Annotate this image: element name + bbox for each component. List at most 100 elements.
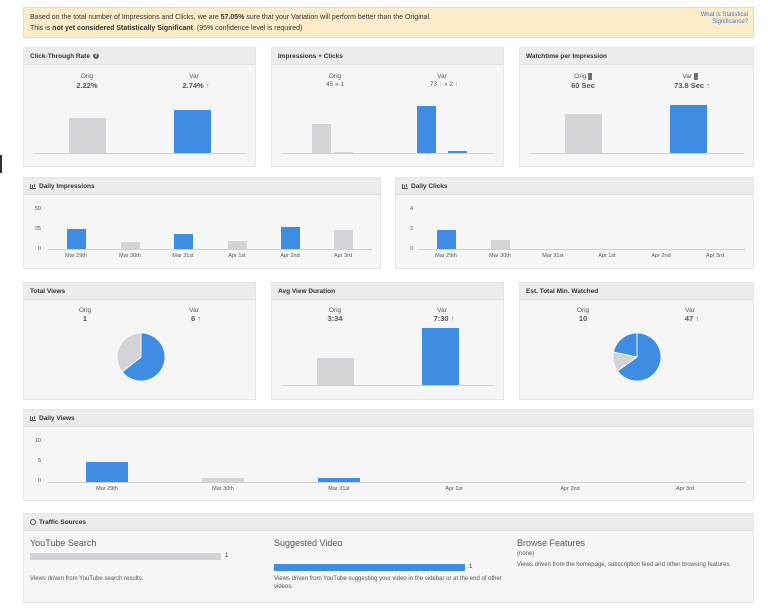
source-bar-youtube-search: [30, 553, 221, 560]
impressions-clicks-title: Impressions + Clicks: [272, 48, 503, 65]
var-label: Var ?: [682, 73, 698, 80]
daily-impressions-card: Daily Impressions 50 25 0 Mar 29th Mar 3…: [23, 177, 381, 269]
banner-line-2: This is not yet considered Statistically…: [30, 25, 303, 32]
bar-mar-31: [318, 478, 360, 482]
bar-chart-icon: [30, 184, 36, 189]
daily-clicks-title: Daily Clicks: [396, 178, 753, 195]
watchtime-title: Watchtime per Impression: [520, 48, 753, 65]
up-arrow-icon: ↑: [450, 314, 455, 323]
impressions-clicks-card: Impressions + Clicks Orig 45 » 1 Var 73 …: [271, 47, 504, 167]
traffic-sources-card: Traffic Sources YouTube Search 1 Views d…: [23, 513, 754, 603]
x-tick: Apr 2nd: [560, 486, 580, 492]
orig-impressions-bar: [312, 124, 331, 153]
help-icon[interactable]: ?: [693, 73, 698, 80]
source-name-youtube-search: YouTube Search: [30, 538, 97, 548]
y-tick: 0: [409, 246, 413, 252]
est-total-min-title: Est. Total Min. Watched: [520, 283, 753, 300]
source-bar-suggested-video: [274, 564, 465, 571]
total-views-title: Total Views: [24, 283, 255, 300]
x-tick: Apr 1st: [445, 486, 463, 492]
bar-apr-2: [281, 227, 300, 249]
var-label: Var: [685, 307, 695, 314]
help-icon[interactable]: ?: [588, 73, 592, 80]
up-arrow-icon: ↑: [197, 314, 201, 323]
orig-clicks-bar: [334, 152, 353, 153]
x-tick: Apr 2nd: [651, 253, 671, 259]
orig-bar: [317, 358, 354, 385]
bar-chart-icon: [402, 184, 408, 189]
significance-banner: Based on the total number of Impressions…: [23, 7, 754, 38]
x-axis: [282, 385, 494, 386]
est-total-min-card: Est. Total Min. Watched Orig 10 Var 47 ↑: [519, 282, 754, 400]
x-axis: [48, 482, 745, 483]
orig-label: Orig: [328, 307, 342, 314]
x-tick: Mar 31st: [172, 253, 194, 259]
bar-mar-29: [67, 229, 86, 249]
traffic-sources-title: Traffic Sources: [24, 514, 753, 531]
globe-icon: [30, 519, 36, 525]
ctr-card-title: Click-Through Rate?: [24, 48, 255, 65]
orig-bar: [69, 118, 106, 153]
up-arrow-icon: ↑: [695, 314, 700, 323]
total-views-card: Total Views Orig 1 Var 6 ↑: [23, 282, 256, 400]
source-desc-youtube-search: Views driven from YouTube search results…: [30, 576, 144, 582]
x-tick: Apr 3rd: [333, 253, 353, 259]
total-views-pie: [116, 332, 166, 382]
var-label: Var: [437, 73, 447, 80]
var-value: 47 ↑: [684, 314, 700, 323]
y-tick: 0: [37, 246, 41, 252]
x-axis: [282, 153, 494, 154]
statistical-significance-link[interactable]: What is Statistical Significance?: [700, 12, 748, 25]
window-edge-mark: [0, 155, 2, 173]
ctr-card: Click-Through Rate? Orig 2.22% Var 2.74%…: [23, 47, 256, 167]
orig-impressions-clicks: 45 » 1: [325, 81, 345, 88]
daily-clicks-card: Daily Clicks 4 2 0 Mar 29th Mar 30th Mar…: [395, 177, 754, 269]
daily-views-card: Daily Views 10 5 0 Mar 29th Mar 30th Mar…: [23, 409, 754, 501]
orig-label: Orig: [328, 73, 342, 80]
x-tick: Mar 31st: [542, 253, 564, 259]
orig-label: Orig ?: [574, 73, 592, 80]
source-name-suggested-video: Suggested Video: [274, 538, 343, 548]
var-value: 73.8 Sec ↑: [674, 81, 710, 90]
x-tick: Apr 3rd: [705, 253, 725, 259]
x-tick: Mar 30th: [489, 253, 511, 259]
y-tick: 10: [34, 438, 41, 444]
x-tick: Mar 31st: [328, 486, 350, 492]
bar-mar-29: [86, 462, 128, 482]
source-count-suggested-video: 1: [469, 564, 473, 570]
up-arrow-icon: ↑: [706, 81, 710, 90]
help-icon[interactable]: ?: [92, 53, 99, 60]
var-bar: [422, 328, 459, 385]
source-count-youtube-search: 1: [225, 553, 229, 559]
bar-apr-1: [228, 241, 247, 249]
bar-chart-icon: [30, 416, 36, 421]
avg-view-duration-card: Avg View Duration Orig 3:34 Var 7:30 ↑: [271, 282, 504, 400]
x-axis: [34, 153, 246, 154]
x-tick: Mar 29th: [435, 253, 457, 259]
y-tick: 0: [37, 478, 41, 484]
var-label: Var: [189, 307, 199, 314]
bar-mar-30: [202, 478, 244, 482]
watchtime-card: Watchtime per Impression Orig ? 60 Sec V…: [519, 47, 754, 167]
var-impressions-clicks: 73 ↑ » 2 ↑: [429, 81, 459, 88]
x-tick: Mar 30th: [212, 486, 234, 492]
var-bar: [174, 110, 211, 153]
var-value: 2.74% ↑: [182, 81, 210, 90]
orig-label: Orig: [576, 307, 590, 314]
var-bar: [670, 105, 707, 153]
up-arrow-icon: ↑: [438, 81, 443, 88]
y-tick: 5: [37, 458, 41, 464]
avg-view-duration-title: Avg View Duration: [272, 283, 503, 300]
pie-slice-var: [121, 332, 166, 382]
y-tick: 25: [34, 226, 41, 232]
x-tick: Apr 3rd: [675, 486, 695, 492]
pie-slice-orig: [116, 332, 142, 373]
pie-slice-var: [616, 332, 662, 382]
var-value: 7:30 ↑: [433, 314, 455, 323]
banner-line-1: Based on the total number of Impressions…: [30, 14, 432, 21]
y-tick: 2: [409, 226, 413, 232]
daily-views-title: Daily Views: [24, 410, 753, 427]
orig-value: 1: [82, 314, 88, 323]
pie-slice-var-rest: [613, 332, 638, 358]
var-clicks-bar: [448, 151, 467, 153]
